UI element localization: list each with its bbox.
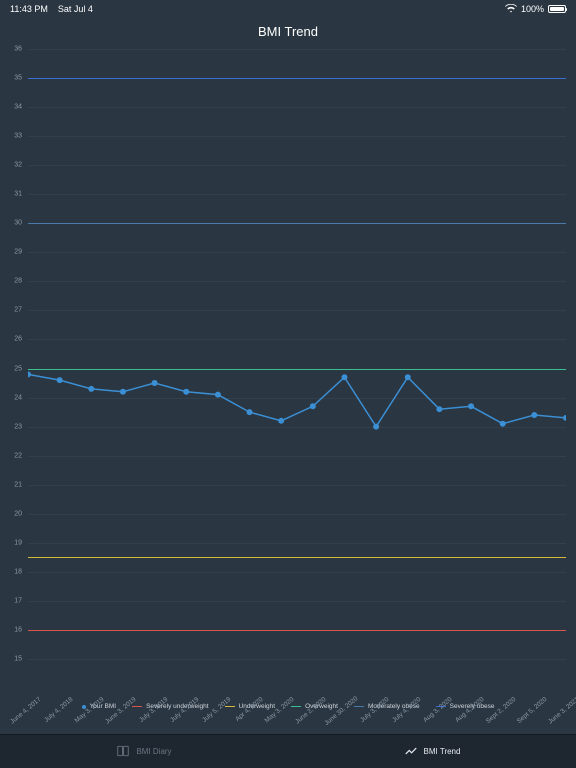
series-svg	[28, 49, 566, 659]
tab-label: BMI Trend	[424, 747, 461, 756]
y-axis-label: 21	[10, 481, 22, 488]
page-title: BMI Trend	[0, 18, 576, 49]
y-axis-label: 28	[10, 278, 22, 285]
status-right: 100%	[505, 4, 566, 15]
y-axis-label: 31	[10, 191, 22, 198]
y-axis-label: 22	[10, 452, 22, 459]
y-axis-label: 19	[10, 539, 22, 546]
legend-swatch	[354, 706, 364, 708]
y-axis-label: 30	[10, 220, 22, 227]
legend-swatch	[291, 706, 301, 708]
y-axis-label: 23	[10, 423, 22, 430]
y-axis-label: 17	[10, 597, 22, 604]
battery-icon	[548, 5, 566, 13]
y-axis-label: 29	[10, 249, 22, 256]
legend-swatch	[132, 706, 142, 708]
y-axis-label: 36	[10, 46, 22, 53]
battery-pct: 100%	[521, 4, 544, 14]
tab-bmi-trend[interactable]: BMI Trend	[288, 735, 576, 768]
y-axis-label: 16	[10, 626, 22, 633]
status-date: Sat Jul 4	[58, 4, 93, 14]
chart-plot	[28, 49, 566, 659]
tab-bmi-diary[interactable]: BMI Diary	[0, 735, 288, 768]
tab-label: BMI Diary	[136, 747, 171, 756]
y-axis-label: 27	[10, 307, 22, 314]
y-axis-label: 32	[10, 162, 22, 169]
y-axis-label: 26	[10, 336, 22, 343]
y-axis-label: 24	[10, 394, 22, 401]
status-time: 11:43 PM	[10, 4, 48, 14]
wifi-icon	[505, 4, 517, 15]
status-left: 11:43 PM Sat Jul 4	[10, 4, 93, 14]
trend-icon	[404, 744, 418, 760]
diary-icon	[116, 744, 130, 760]
bmi-chart: 15 16 17 18 19 20 21 22 23 24 25 26 27 28 29 30 31 32 33 34…	[10, 49, 566, 681]
y-axis-label: 34	[10, 104, 22, 111]
tab-bar: BMI Diary BMI Trend	[0, 734, 576, 768]
status-bar: 11:43 PM Sat Jul 4 100%	[0, 0, 576, 18]
y-axis-label: 35	[10, 75, 22, 82]
gridline	[28, 659, 566, 660]
y-axis-label: 25	[10, 365, 22, 372]
y-axis-label: 33	[10, 133, 22, 140]
y-axis-label: 15	[10, 656, 22, 663]
y-axis-label: 18	[10, 568, 22, 575]
y-axis-label: 20	[10, 510, 22, 517]
